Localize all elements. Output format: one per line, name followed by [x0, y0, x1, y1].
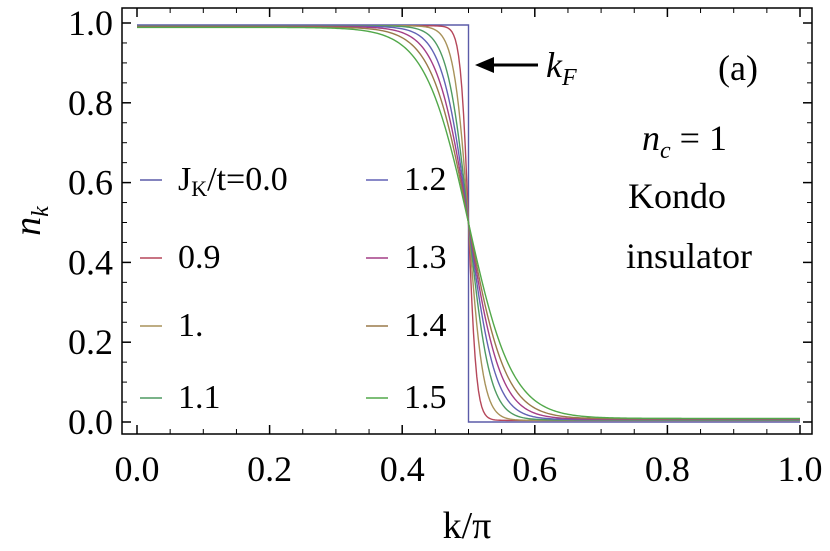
insulator-label: insulator: [626, 236, 752, 276]
kf-arrow-head: [475, 57, 494, 73]
panel-label: (a): [718, 48, 758, 88]
y-axis-label-sub: k: [28, 206, 54, 217]
legend-item: 1.4: [366, 307, 447, 344]
y-tick-label: 0.0: [68, 402, 113, 442]
series-line-7: [137, 26, 800, 420]
series-layer: [137, 24, 800, 423]
kf-annotation: kF: [475, 45, 577, 91]
legend-item: 1.: [140, 307, 204, 344]
x-tick-label: 0.0: [115, 449, 160, 489]
nc-label: nc = 1: [642, 118, 727, 164]
x-tick-label: 1.0: [778, 449, 823, 489]
svg-text:nk: nk: [7, 206, 54, 236]
x-axis-ticks: 0.0 0.2 0.4 0.6 0.8 1.0: [115, 8, 823, 489]
y-tick-label: 0.8: [68, 83, 113, 123]
legend-label: 1.1: [178, 379, 221, 416]
legend-label: 1.2: [404, 161, 447, 198]
legend-item: 1.3: [366, 239, 447, 276]
plot-frame: [121, 7, 813, 435]
legend-label: 1.5: [404, 379, 447, 416]
x-tick-label: 0.8: [645, 449, 690, 489]
legend-item: 1.1: [140, 379, 221, 416]
kondo-label: Kondo: [628, 176, 726, 216]
y-tick-label: 0.6: [68, 163, 113, 203]
y-tick-label: 0.2: [68, 322, 113, 362]
y-tick-label: 0.4: [68, 242, 113, 282]
legend-item: 1.5: [366, 379, 447, 416]
kf-label: k: [546, 45, 563, 85]
x-tick-label: 0.4: [380, 449, 425, 489]
x-tick-label: 0.2: [247, 449, 292, 489]
y-tick-label: 1.0: [68, 3, 113, 43]
legend-label: 1.4: [404, 307, 447, 344]
y-axis-label: nk: [7, 206, 54, 236]
x-axis-label: k/π: [443, 505, 492, 547]
legend-label: 1.: [178, 307, 204, 344]
legend: JK/t=0.0 0.9 1. 1.1 1.2 1.3 1.4 1.5: [140, 161, 447, 416]
svg-text:kF: kF: [546, 45, 577, 91]
legend-item: 0.9: [140, 239, 221, 276]
x-tick-label: 0.6: [512, 449, 557, 489]
kf-label-sub: F: [561, 65, 577, 91]
y-axis-label-main: n: [7, 217, 49, 236]
legend-item: JK/t=0.0: [140, 161, 288, 201]
legend-label: JK/t=0.0: [178, 161, 288, 201]
y-axis-ticks: 0.0 0.2 0.4 0.6 0.8 1.0: [68, 3, 812, 442]
legend-item: 1.2: [366, 161, 447, 198]
legend-label: 1.3: [404, 239, 447, 276]
legend-label: 0.9: [178, 239, 221, 276]
